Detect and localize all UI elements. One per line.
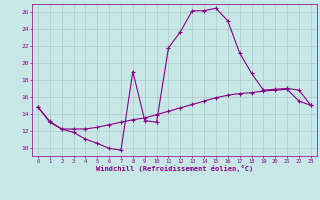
X-axis label: Windchill (Refroidissement éolien,°C): Windchill (Refroidissement éolien,°C) [96, 165, 253, 172]
